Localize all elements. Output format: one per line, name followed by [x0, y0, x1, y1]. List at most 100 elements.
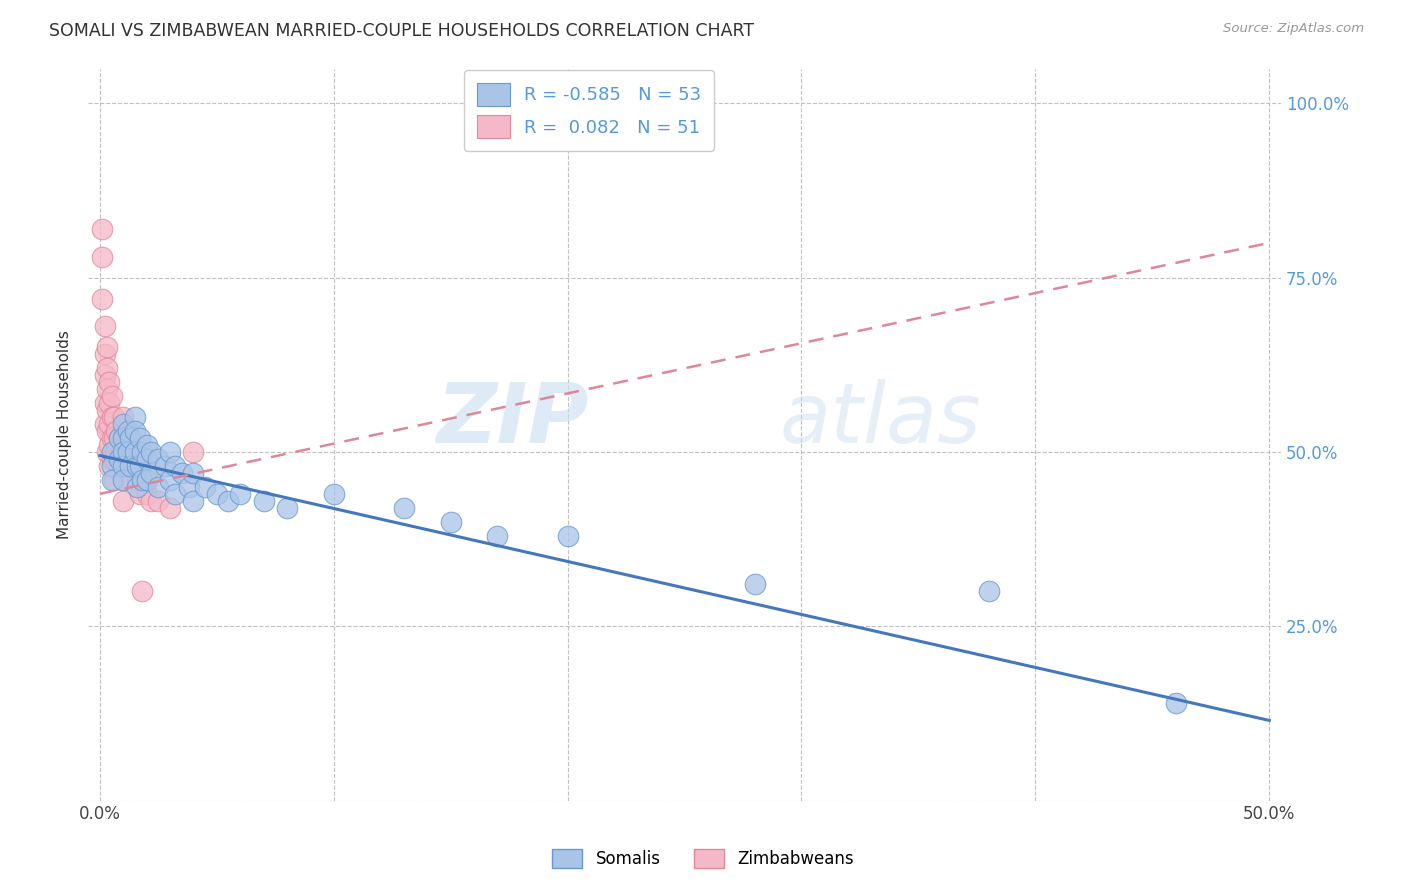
Point [159, 445, 181, 459]
Point [322, 487, 344, 501]
Point [141, 466, 163, 480]
Point [163, 458, 186, 473]
Point [91, 222, 114, 236]
Point [96, 340, 118, 354]
Point [163, 487, 186, 501]
Point [100, 410, 122, 425]
Point [124, 410, 146, 425]
Point [131, 584, 153, 599]
Point [440, 515, 463, 529]
Point [155, 458, 177, 473]
Point [229, 487, 252, 501]
Point [148, 480, 170, 494]
Point [117, 445, 139, 459]
Point [96, 382, 118, 396]
Point [148, 493, 170, 508]
Point [127, 458, 149, 473]
Point [112, 458, 135, 473]
Point [107, 452, 129, 467]
Point [744, 577, 766, 591]
Point [93, 319, 115, 334]
Point [93, 347, 115, 361]
Point [112, 431, 135, 445]
Point [128, 431, 150, 445]
Point [276, 500, 298, 515]
Point [105, 445, 128, 459]
Point [177, 480, 200, 494]
Point [124, 445, 146, 459]
Point [91, 250, 114, 264]
Point [117, 452, 139, 467]
Point [103, 431, 125, 445]
Point [252, 493, 274, 508]
Point [486, 529, 509, 543]
Point [110, 445, 132, 459]
Point [135, 473, 157, 487]
Point [124, 424, 146, 438]
Point [100, 431, 122, 445]
Point [98, 458, 121, 473]
Point [120, 458, 142, 473]
Point [96, 424, 118, 438]
Point [1164, 696, 1187, 710]
Point [183, 445, 205, 459]
Point [135, 487, 157, 501]
Legend: R = -0.585   N = 53, R =  0.082   N = 51: R = -0.585 N = 53, R = 0.082 N = 51 [464, 70, 714, 151]
Point [127, 473, 149, 487]
Point [183, 466, 205, 480]
Point [121, 445, 143, 459]
Point [117, 424, 139, 438]
Point [135, 452, 157, 467]
Point [107, 431, 129, 445]
Point [96, 403, 118, 417]
Point [103, 452, 125, 467]
Point [96, 445, 118, 459]
Point [100, 458, 122, 473]
Point [112, 473, 135, 487]
Point [127, 480, 149, 494]
Point [100, 389, 122, 403]
Point [112, 445, 135, 459]
Point [977, 584, 1000, 599]
Point [205, 487, 228, 501]
Point [159, 473, 181, 487]
Point [131, 445, 153, 459]
Point [96, 361, 118, 376]
Point [170, 466, 193, 480]
Point [557, 529, 579, 543]
Point [131, 473, 153, 487]
Point [135, 466, 157, 480]
Point [392, 500, 415, 515]
Point [112, 417, 135, 431]
Point [91, 292, 114, 306]
Point [183, 493, 205, 508]
Point [141, 493, 163, 508]
Point [103, 410, 125, 425]
Point [98, 396, 121, 410]
Point [124, 458, 146, 473]
Point [112, 452, 135, 467]
Point [105, 424, 128, 438]
Point [107, 431, 129, 445]
Point [141, 445, 163, 459]
Point [194, 480, 217, 494]
Point [100, 473, 122, 487]
Point [128, 458, 150, 473]
Text: Source: ZipAtlas.com: Source: ZipAtlas.com [1223, 22, 1364, 36]
Point [93, 417, 115, 431]
Point [120, 431, 142, 445]
Point [100, 445, 122, 459]
Point [98, 438, 121, 452]
Text: ZIP: ZIP [436, 379, 589, 460]
Text: atlas: atlas [780, 379, 981, 460]
Point [135, 438, 157, 452]
Point [98, 417, 121, 431]
Point [103, 473, 125, 487]
Point [112, 431, 135, 445]
Legend: Somalis, Zimbabweans: Somalis, Zimbabweans [546, 842, 860, 875]
Y-axis label: Married-couple Households: Married-couple Households [58, 330, 72, 539]
Point [112, 473, 135, 487]
Point [120, 458, 142, 473]
Point [93, 368, 115, 383]
Point [117, 431, 139, 445]
